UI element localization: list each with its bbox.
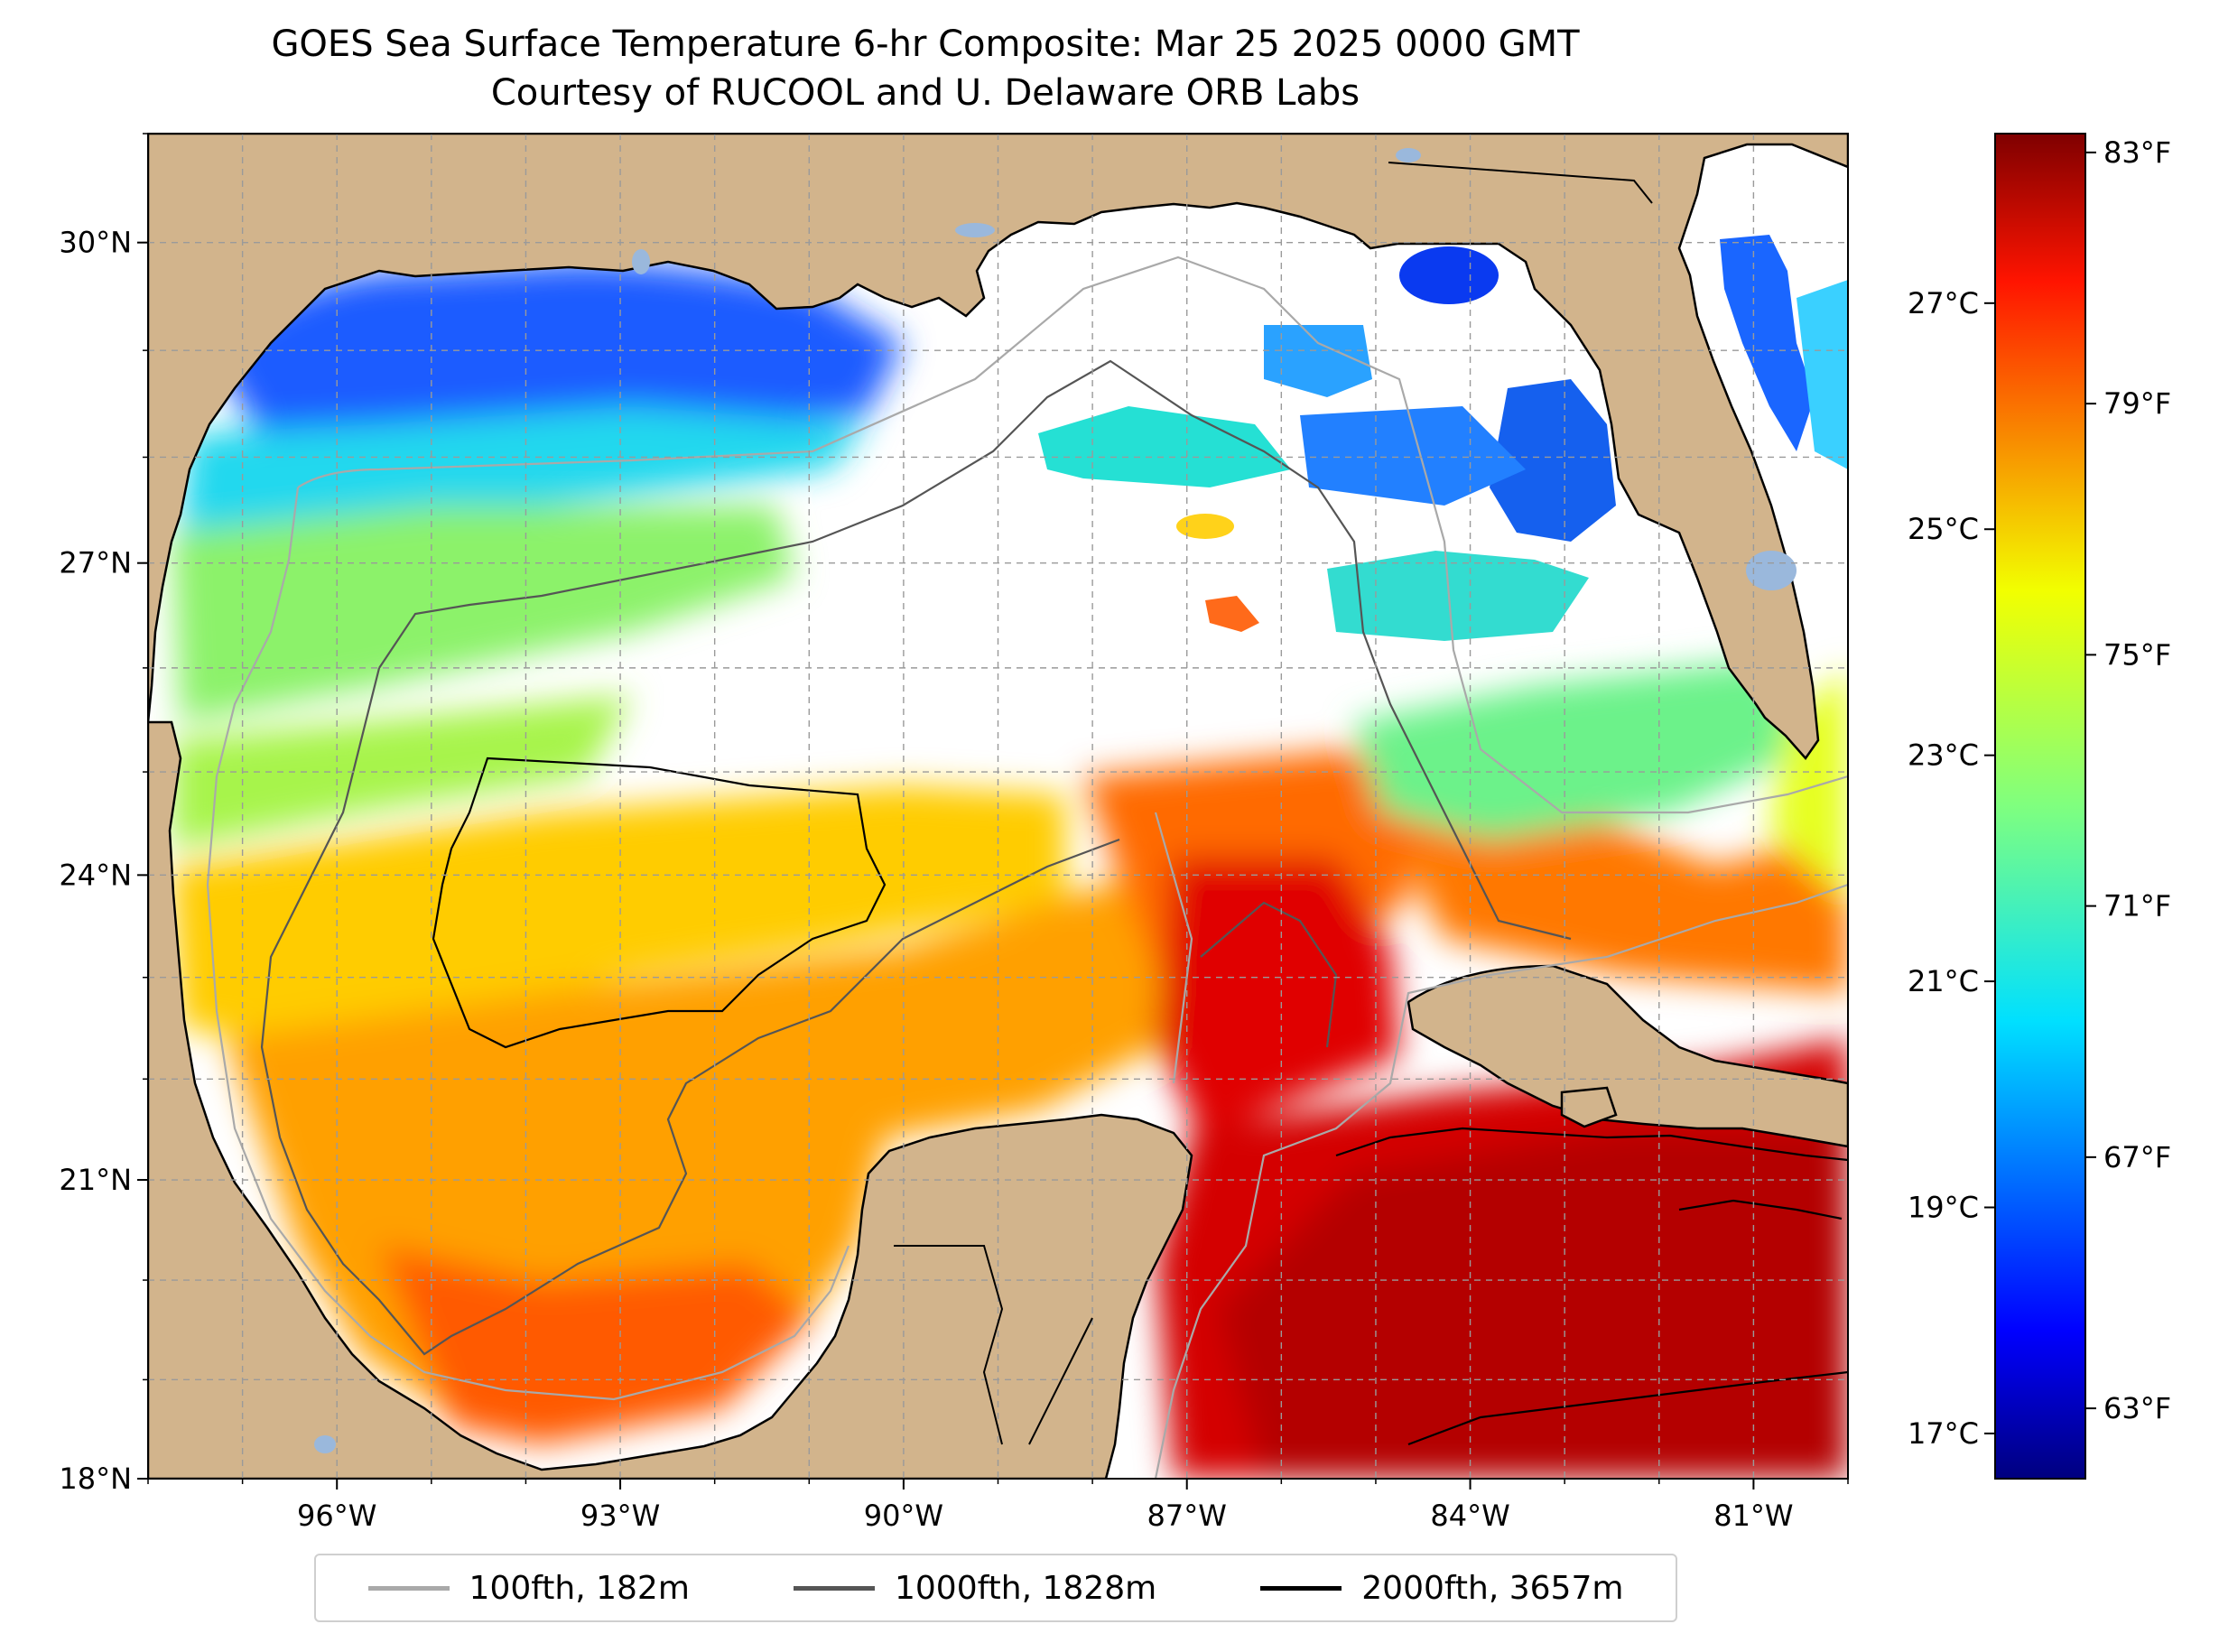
sst-southeast-red xyxy=(1156,858,1399,1137)
colorbar-celsius-label: 23°C xyxy=(1908,738,1979,773)
gridlines xyxy=(148,134,1848,1479)
colorbar xyxy=(1994,133,2086,1480)
lake-north-florida xyxy=(1396,148,1421,162)
country-borders xyxy=(894,162,1653,1445)
land-isla-de-la-juventud xyxy=(1560,1086,1618,1128)
lat-tick-label: 30°N xyxy=(59,226,132,260)
sst-east-green xyxy=(1354,659,1806,840)
sst-eastgulf-cyan xyxy=(1327,551,1589,641)
map-title: GOES Sea Surface Temperature 6-hr Compos… xyxy=(271,23,1580,65)
border-al-fl xyxy=(1388,162,1653,204)
colorbar-fahrenheit-label: 75°F xyxy=(2103,637,2171,672)
sst-southwest-redorange xyxy=(379,1246,812,1444)
lat-tick-label: 18°N xyxy=(59,1462,132,1496)
colorbar-fahrenheit-label: 71°F xyxy=(2103,889,2171,923)
sst-northwest-cyan xyxy=(181,406,867,542)
contour-100fth xyxy=(206,255,1848,1479)
legend-label-2000fth: 2000fth, 3657m xyxy=(1361,1569,1624,1607)
map-plot-area xyxy=(148,134,1848,1479)
contour-2000fth xyxy=(432,756,1848,1446)
contour-1000fth xyxy=(260,359,1572,1356)
legend-entry-100fth: 100fth, 182m xyxy=(367,1569,690,1607)
colorbar-celsius-axis: 27°C 25°C 23°C 21°C 19°C 17°C xyxy=(1908,286,1995,1451)
colorbar-fahrenheit-axis: 83°F 79°F 75°F 71°F 67°F 63°F xyxy=(2085,135,2171,1425)
lakes xyxy=(314,148,1797,1453)
land-mexico-east-coast xyxy=(148,720,1193,1479)
lon-tick-label: 93°W xyxy=(580,1499,660,1533)
lon-tick-label: 87°W xyxy=(1147,1499,1227,1533)
lake-toledo-bend xyxy=(632,249,650,274)
land xyxy=(148,134,1848,1479)
lat-tick-label: 27°N xyxy=(59,546,132,580)
lon-tick-label: 90°W xyxy=(864,1499,943,1533)
sst-west-lightgreen xyxy=(172,695,632,849)
border-mexico-belize xyxy=(1028,1317,1093,1445)
sst-shelf-cyan xyxy=(1038,406,1291,487)
colorbar-celsius-label: 17°C xyxy=(1908,1416,1979,1451)
lake-okeechobee xyxy=(1746,551,1797,590)
map-subtitle: Courtesy of RUCOOL and U. Delaware ORB L… xyxy=(490,72,1360,114)
sst-field xyxy=(172,262,1848,1479)
longitude-axis: 96°W 93°W 90°W 87°W 84°W 81°W xyxy=(147,1479,1849,1533)
sst-central-yellow xyxy=(172,785,1065,1047)
legend-entry-1000fth: 1000fth, 1828m xyxy=(794,1570,1156,1607)
legend-swatch-100fth xyxy=(367,1585,450,1591)
colorbar-fahrenheit-label: 83°F xyxy=(2103,135,2171,170)
lat-tick-label: 24°N xyxy=(59,858,132,892)
lat-tick-label: 21°N xyxy=(59,1163,132,1197)
sst-central-yellow-patch xyxy=(1176,514,1234,539)
sst-shelf-blue xyxy=(1264,325,1372,397)
colorbar-celsius-label: 19°C xyxy=(1908,1190,1979,1224)
colorbar-fahrenheit-label: 79°F xyxy=(2103,386,2171,421)
colorbar-fahrenheit-label: 67°F xyxy=(2103,1140,2171,1174)
bathymetry-contours xyxy=(206,255,1848,1479)
colorbar-celsius-label: 27°C xyxy=(1908,286,1979,320)
lon-tick-label: 84°W xyxy=(1430,1499,1509,1533)
land-us-gulf-coast xyxy=(148,134,1848,761)
sst-bigbend-blue xyxy=(1490,379,1616,542)
sst-atlantic-cyan xyxy=(1797,280,1848,469)
sst-atlantic-blue xyxy=(1720,235,1815,451)
bathymetry-legend: 100fth, 182m 1000fth, 1828m 2000fth, 365… xyxy=(314,1554,1677,1622)
legend-label-100fth: 100fth, 182m xyxy=(469,1569,690,1607)
sst-central-orange-patch xyxy=(1205,596,1259,632)
colorbar-fahrenheit-label: 63°F xyxy=(2103,1391,2171,1425)
lake-pontchartrain xyxy=(955,223,995,237)
legend-label-1000fth: 1000fth, 1828m xyxy=(895,1569,1157,1607)
border-mexico-guatemala xyxy=(894,1245,1004,1445)
colorbar-celsius-label: 25°C xyxy=(1908,512,1979,546)
lon-tick-label: 96°W xyxy=(297,1499,376,1533)
legend-entry-2000fth: 2000fth, 3657m xyxy=(1260,1570,1623,1607)
sst-east-blue-tongue xyxy=(1300,406,1526,506)
sst-apalachicola-blue xyxy=(1399,246,1499,304)
sst-northwest-cold xyxy=(208,262,903,451)
colorbar-celsius-label: 21°C xyxy=(1908,964,1979,998)
latitude-axis: 30°N 27°N 24°N 21°N 18°N xyxy=(59,133,148,1496)
lon-tick-label: 81°W xyxy=(1713,1499,1793,1533)
legend-swatch-2000fth xyxy=(1260,1585,1342,1591)
legend-swatch-1000fth xyxy=(794,1585,875,1591)
lake-atitlan-region xyxy=(314,1435,336,1453)
